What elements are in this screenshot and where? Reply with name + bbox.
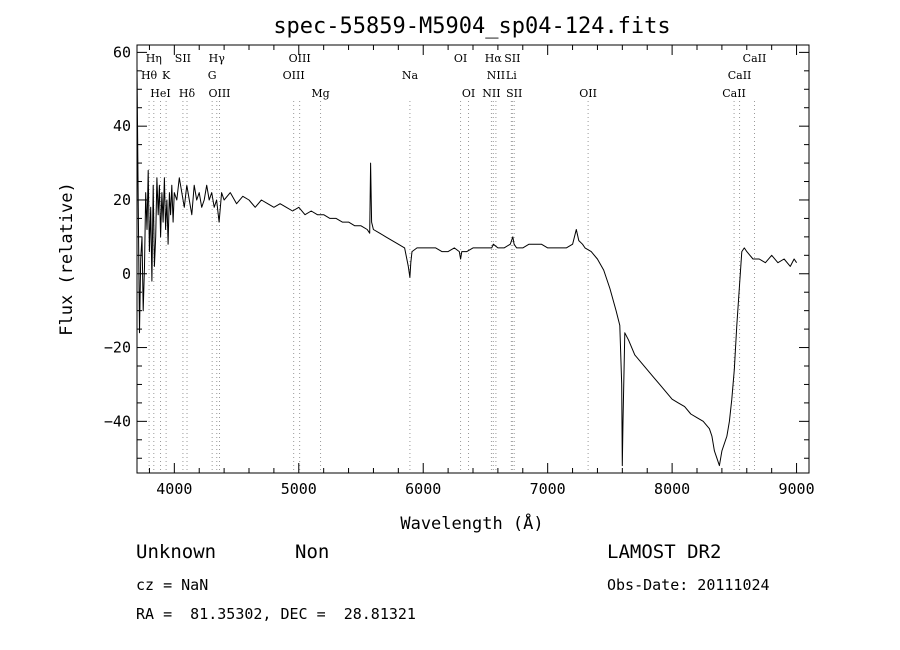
line-label-19: NII [482,87,500,100]
line-label-9: OIII [289,52,311,65]
y-tick-label: 60 [113,43,131,61]
y-tick-label: −40 [104,412,131,430]
coordinates: RA = 81.35302, DEC = 28.81321 [136,605,416,623]
plot-frame [136,44,810,474]
y-tick-label: 40 [113,117,131,135]
x-tick-label: 7000 [530,480,566,498]
line-label-12: Na [402,69,419,82]
chart-title: spec-55859-M5904_sp04-124.fits [273,14,670,39]
line-label-6: Hγ [209,52,226,65]
x-tick-label: 9000 [778,480,814,498]
line-label-22: CaII [743,52,767,65]
line-label-4: SII [175,52,191,65]
line-label-8: OIII [208,87,230,100]
line-label-21: OII [579,87,597,100]
line-label-11: Mg [311,87,329,100]
axis-ticks: 4000 5000 6000 7000 8000 9000 −40 −20 0 20 40 60 [104,43,815,498]
line-label-13: OI [454,52,467,65]
redshift-cz: cz = NaN [136,576,209,594]
line-label-14: OI [462,87,475,100]
object-class: Unknown [136,541,217,563]
line-label-20: SII [506,87,522,100]
x-tick-label: 4000 [156,480,192,498]
line-label-17: NII [487,69,505,82]
y-tick-label: 20 [113,191,131,209]
line-label-18: Li [506,69,517,82]
line-label-16: SII [504,52,520,65]
observation-date: Obs-Date: 20111024 [607,576,770,594]
x-tick-label: 6000 [405,480,441,498]
y-axis-label: Flux (relative) [57,182,77,336]
y-tick-label: 0 [122,265,131,283]
object-subclass: Non [295,541,330,563]
line-label-1: Hθ [141,69,158,82]
x-tick-label: 5000 [281,480,317,498]
line-label-0: Hη [146,52,162,65]
line-label-3: HeI [150,87,170,100]
line-label-7: G [208,69,217,82]
series-layer [136,67,798,467]
spectrum-series-0 [136,67,798,467]
line-label-5: Hδ [179,87,196,100]
x-axis-label: Wavelength (Å) [400,512,543,534]
line-label-2: K [162,69,171,82]
survey-name: LAMOST DR2 [607,541,722,563]
line-label-23: CaII [728,69,752,82]
x-tick-label: 8000 [654,480,690,498]
line-label-10: OIII [283,69,305,82]
line-label-24: CaII [722,87,746,100]
y-tick-label: −20 [104,339,131,357]
line-label-15: Hα [485,52,503,65]
